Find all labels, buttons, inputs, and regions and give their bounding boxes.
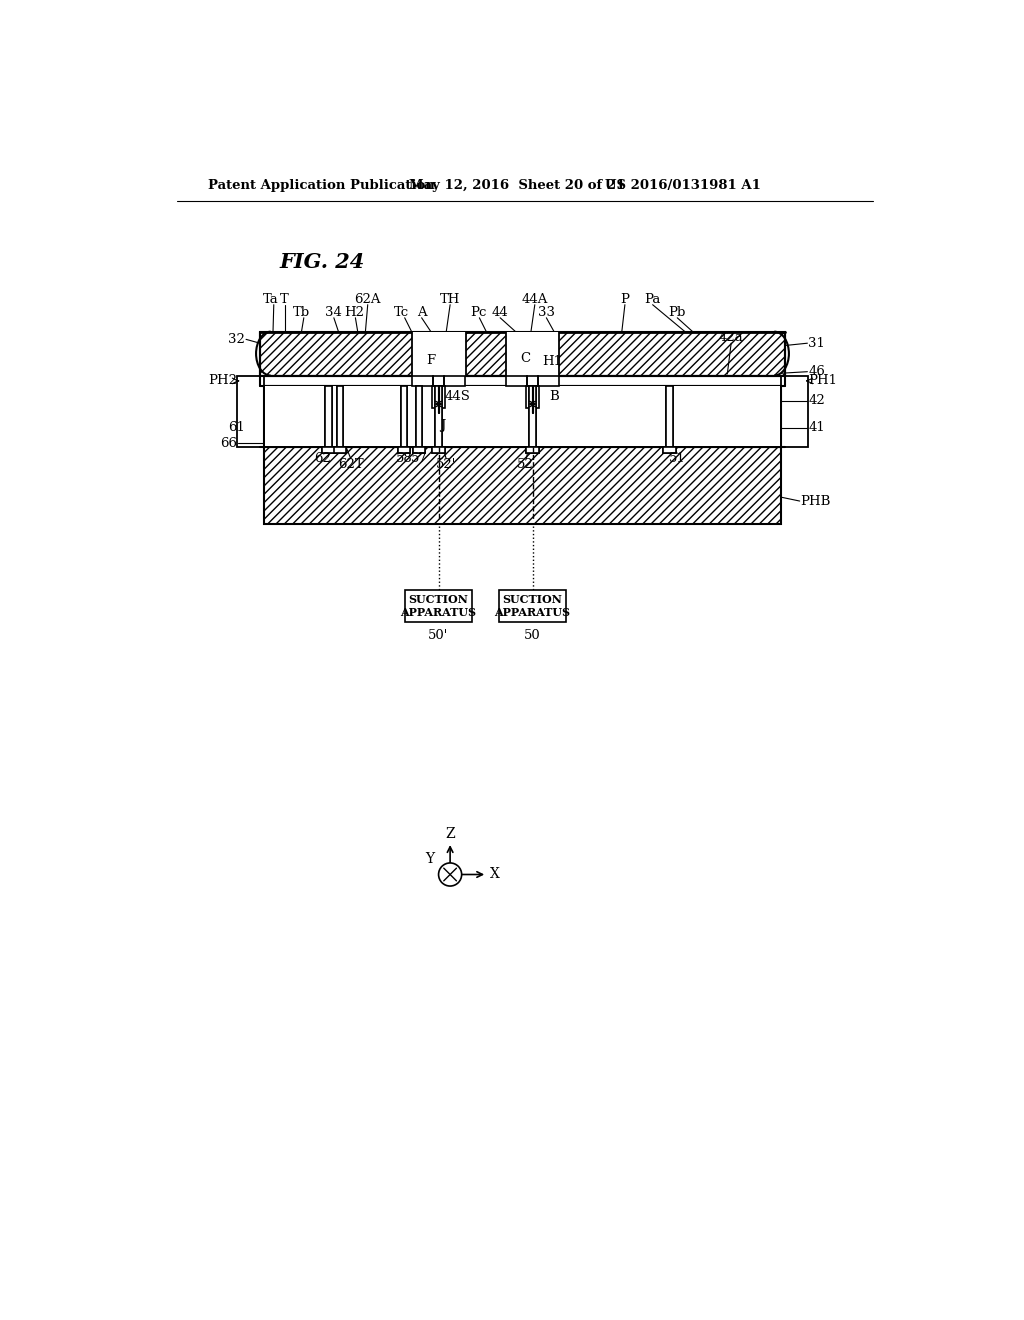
Text: H2: H2 bbox=[344, 306, 364, 319]
Text: Patent Application Publication: Patent Application Publication bbox=[208, 178, 434, 191]
Polygon shape bbox=[260, 331, 785, 376]
Text: B: B bbox=[549, 389, 559, 403]
Text: 62: 62 bbox=[313, 453, 331, 465]
Text: 42: 42 bbox=[808, 395, 825, 408]
Polygon shape bbox=[260, 385, 785, 447]
Polygon shape bbox=[666, 385, 674, 447]
Text: 62T: 62T bbox=[338, 458, 364, 471]
Text: 44A: 44A bbox=[521, 293, 548, 306]
Polygon shape bbox=[404, 590, 472, 622]
Polygon shape bbox=[413, 376, 465, 387]
Text: 58: 58 bbox=[395, 453, 413, 465]
Polygon shape bbox=[416, 385, 422, 447]
Text: 52': 52' bbox=[436, 458, 457, 471]
Polygon shape bbox=[433, 376, 444, 385]
Polygon shape bbox=[326, 385, 332, 447]
Polygon shape bbox=[412, 331, 466, 376]
Polygon shape bbox=[334, 447, 346, 453]
Text: Tc: Tc bbox=[394, 306, 410, 319]
Polygon shape bbox=[337, 385, 343, 447]
Text: 52: 52 bbox=[516, 458, 534, 471]
Text: 50: 50 bbox=[524, 628, 541, 642]
Text: C: C bbox=[520, 352, 530, 366]
Text: SUCTION: SUCTION bbox=[503, 594, 562, 605]
Polygon shape bbox=[326, 385, 332, 447]
Polygon shape bbox=[334, 447, 346, 453]
Polygon shape bbox=[525, 447, 540, 453]
Polygon shape bbox=[525, 447, 540, 453]
Text: US 2016/0131981 A1: US 2016/0131981 A1 bbox=[605, 178, 761, 191]
Text: A: A bbox=[417, 306, 426, 319]
Text: Pc: Pc bbox=[470, 306, 486, 319]
Polygon shape bbox=[260, 376, 785, 385]
Text: F: F bbox=[426, 354, 435, 367]
Polygon shape bbox=[264, 387, 780, 446]
Text: P: P bbox=[621, 293, 630, 306]
Text: 34: 34 bbox=[325, 306, 342, 319]
Text: APPARATUS: APPARATUS bbox=[400, 607, 476, 618]
Polygon shape bbox=[663, 447, 677, 453]
Text: 31: 31 bbox=[808, 337, 825, 350]
Text: SUCTION: SUCTION bbox=[409, 594, 469, 605]
Polygon shape bbox=[432, 387, 445, 408]
Text: 50': 50' bbox=[428, 628, 449, 642]
Polygon shape bbox=[397, 447, 410, 453]
Polygon shape bbox=[337, 385, 343, 447]
Polygon shape bbox=[666, 385, 674, 447]
Text: Pb: Pb bbox=[669, 306, 686, 319]
Polygon shape bbox=[264, 447, 781, 524]
Polygon shape bbox=[781, 376, 808, 447]
Polygon shape bbox=[432, 447, 445, 453]
Polygon shape bbox=[528, 385, 537, 447]
Polygon shape bbox=[663, 447, 677, 453]
Text: 51: 51 bbox=[669, 453, 686, 465]
Text: FIG. 24: FIG. 24 bbox=[280, 252, 365, 272]
Text: 44: 44 bbox=[492, 306, 509, 319]
Text: X: X bbox=[489, 867, 500, 882]
Text: May 12, 2016  Sheet 20 of 21: May 12, 2016 Sheet 20 of 21 bbox=[410, 178, 626, 191]
Polygon shape bbox=[528, 385, 537, 447]
Text: Z: Z bbox=[445, 828, 455, 841]
Text: 42a: 42a bbox=[719, 331, 743, 345]
Text: 57: 57 bbox=[411, 453, 428, 465]
Text: 41: 41 bbox=[808, 421, 825, 434]
Text: 46: 46 bbox=[808, 366, 825, 379]
Text: T: T bbox=[281, 293, 289, 306]
Text: PHB: PHB bbox=[801, 495, 830, 508]
Text: 62A: 62A bbox=[354, 293, 381, 306]
Polygon shape bbox=[416, 385, 422, 447]
Polygon shape bbox=[506, 331, 559, 376]
Polygon shape bbox=[397, 447, 410, 453]
Polygon shape bbox=[400, 385, 407, 447]
Polygon shape bbox=[237, 376, 264, 447]
Polygon shape bbox=[435, 385, 442, 447]
Text: Tb: Tb bbox=[293, 306, 310, 319]
Circle shape bbox=[438, 863, 462, 886]
Polygon shape bbox=[435, 385, 442, 447]
Polygon shape bbox=[432, 447, 445, 453]
Text: PH2: PH2 bbox=[208, 375, 237, 388]
Text: TH: TH bbox=[440, 293, 461, 306]
Polygon shape bbox=[499, 590, 566, 622]
Text: J: J bbox=[439, 418, 445, 432]
Polygon shape bbox=[525, 387, 540, 408]
Text: 32: 32 bbox=[227, 333, 245, 346]
Polygon shape bbox=[506, 376, 559, 387]
Text: 66: 66 bbox=[220, 437, 237, 450]
Polygon shape bbox=[400, 385, 407, 447]
Polygon shape bbox=[323, 447, 335, 453]
Text: PH1: PH1 bbox=[808, 375, 838, 388]
Polygon shape bbox=[413, 447, 425, 453]
Text: 33: 33 bbox=[538, 306, 555, 319]
Text: Pa: Pa bbox=[644, 293, 660, 306]
Text: Y: Y bbox=[425, 853, 434, 866]
Polygon shape bbox=[527, 376, 538, 385]
Polygon shape bbox=[323, 447, 335, 453]
Text: APPARATUS: APPARATUS bbox=[495, 607, 570, 618]
Text: Ta: Ta bbox=[263, 293, 279, 306]
Text: 61: 61 bbox=[227, 421, 245, 434]
Text: H1: H1 bbox=[543, 355, 562, 368]
Text: 44S: 44S bbox=[444, 389, 471, 403]
Polygon shape bbox=[413, 447, 425, 453]
